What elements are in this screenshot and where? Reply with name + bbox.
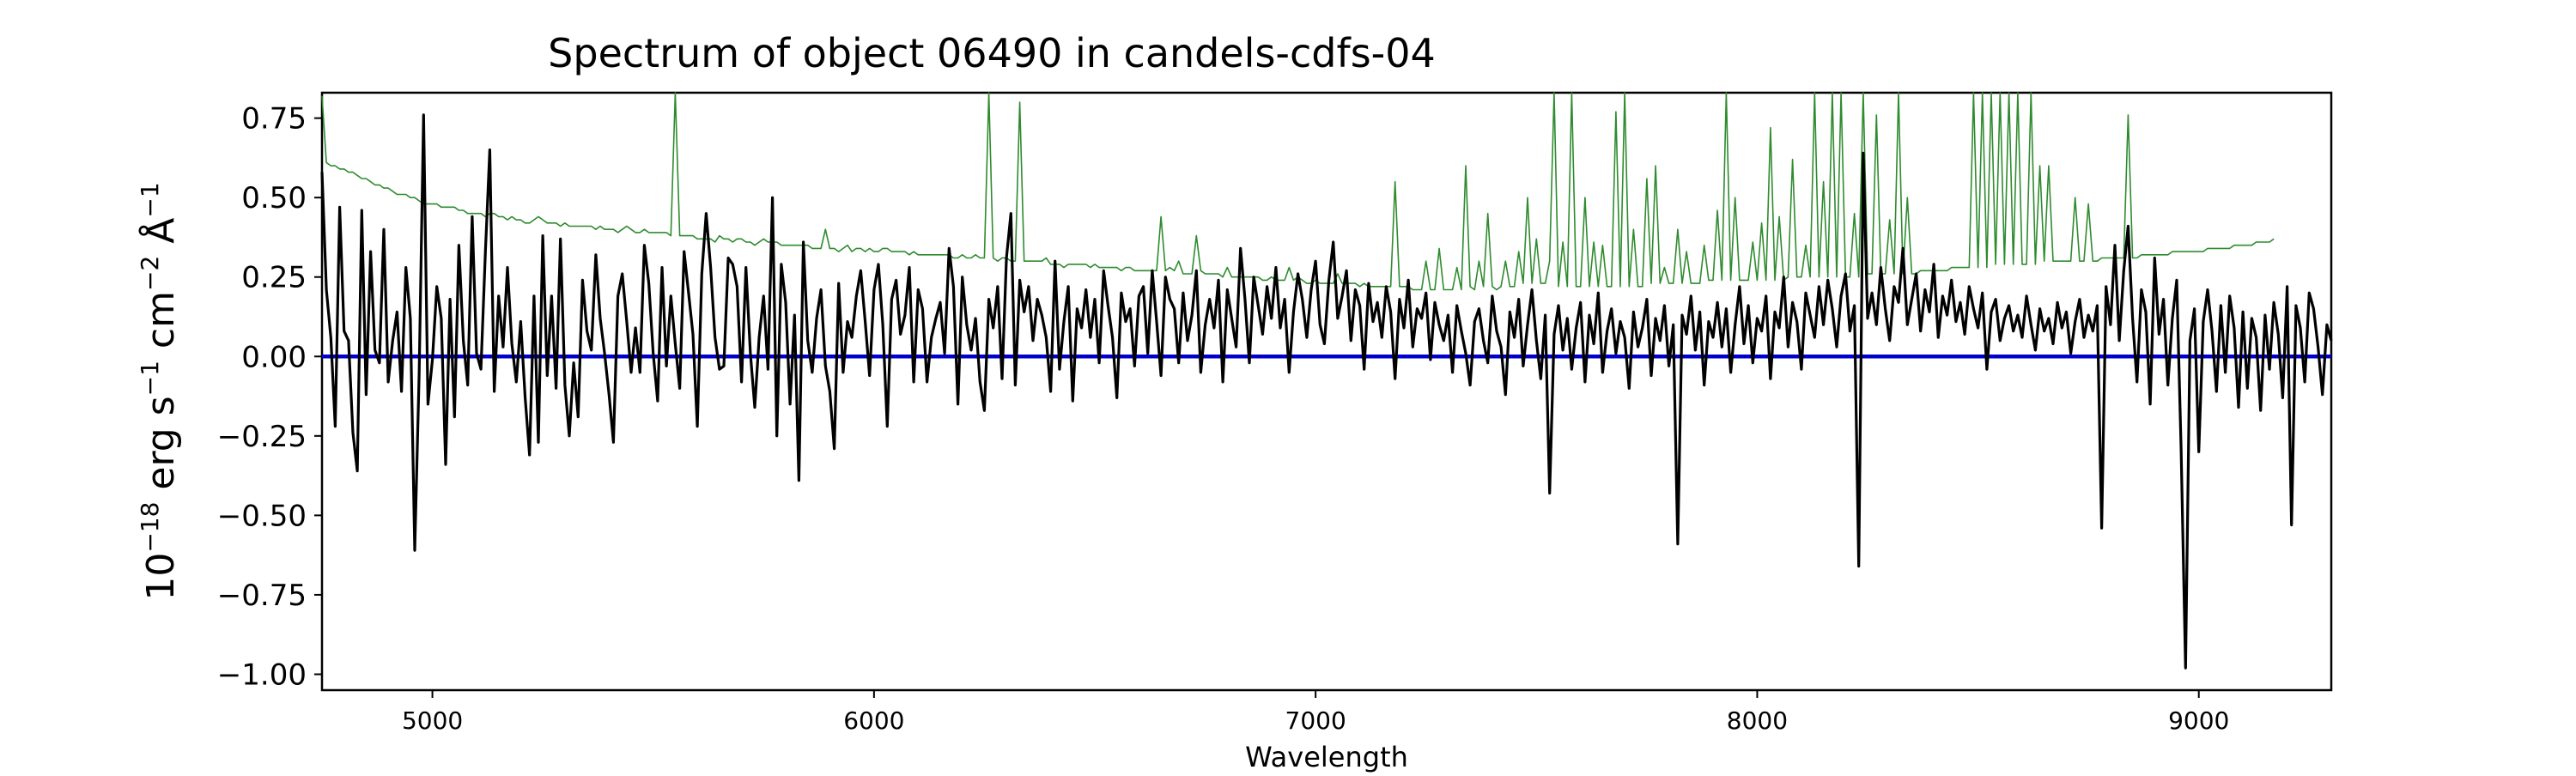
y-tick-label: 0.25 <box>241 261 307 295</box>
y-tick-label: 0.00 <box>241 340 307 374</box>
y-label-erg: erg s <box>139 396 183 489</box>
plot-frame <box>320 91 2333 692</box>
error-series-line <box>321 92 2275 291</box>
x-tick-label: 5000 <box>402 706 463 735</box>
y-label-exp-angstrom: −1 <box>136 182 164 217</box>
y-label-exp-s: −1 <box>136 361 164 396</box>
y-tick-label: −0.25 <box>217 420 307 454</box>
y-tick-label: −1.00 <box>217 658 307 692</box>
y-label-exp-cm: −2 <box>136 256 164 291</box>
data-series <box>320 92 2333 670</box>
x-tick-label: 8000 <box>1727 706 1788 735</box>
x-axis-ticks: 5000 6000 7000 8000 9000 <box>402 690 2229 735</box>
plot-axes <box>320 91 2333 692</box>
x-axis-label: Wavelength <box>1245 741 1408 773</box>
y-axis-ticks: 0.75 0.50 0.25 0.00 −0.25 −0.50 −0.75 −1.00 <box>217 102 322 692</box>
y-tick-label: 0.75 <box>241 102 307 136</box>
y-tick-label: −0.50 <box>217 499 307 533</box>
x-tick-label: 6000 <box>843 706 904 735</box>
x-tick-label: 9000 <box>2168 706 2229 735</box>
flux-series-line <box>320 113 2333 670</box>
y-tick-label: 0.50 <box>241 181 307 215</box>
y-tick-label: −0.75 <box>217 579 307 613</box>
x-tick-label: 7000 <box>1285 706 1346 735</box>
y-label-exp: −18 <box>136 502 164 553</box>
y-axis-label: 10−18 erg s−1 cm−2 Å−1 <box>136 182 183 600</box>
chart-title: Spectrum of object 06490 in candels-cdfs… <box>548 30 1436 76</box>
y-label-angstrom: Å <box>137 218 183 244</box>
y-label-cm: cm <box>139 291 183 349</box>
y-label-base: 10 <box>139 553 183 601</box>
